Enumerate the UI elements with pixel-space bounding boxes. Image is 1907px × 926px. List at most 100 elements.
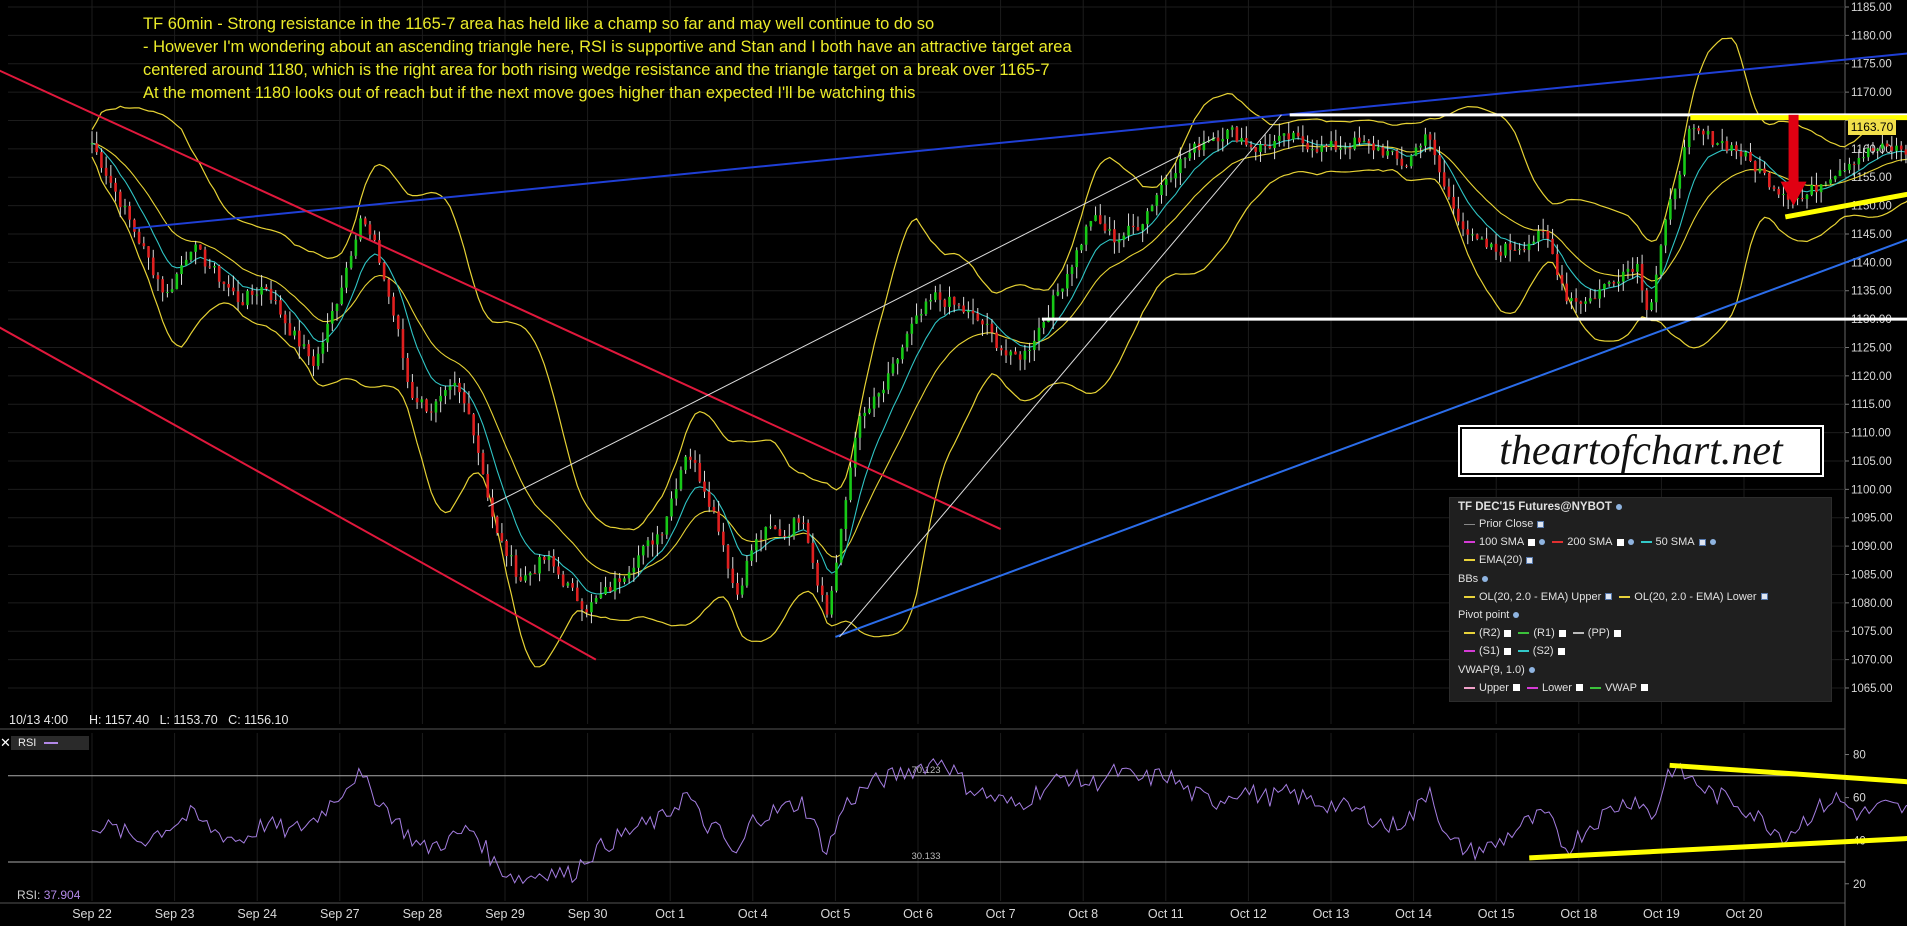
rsi-study-tag[interactable]: RSI — [11, 736, 89, 750]
vwap-checkbox[interactable] — [1640, 684, 1648, 692]
legend-label: OL(20, 2.0 - EMA) Lower — [1634, 590, 1757, 603]
candle-body — [472, 414, 475, 436]
candle-body — [1164, 179, 1168, 185]
candle-body — [1730, 145, 1733, 151]
price-tick-label: 1095.00 — [1851, 513, 1893, 525]
candle-body — [378, 240, 381, 263]
candle-body — [1532, 241, 1536, 244]
vwap-lower-checkbox[interactable] — [1575, 684, 1583, 692]
candle-body — [232, 287, 235, 292]
settings-icon[interactable] — [1482, 575, 1489, 582]
price-tick-label: 1075.00 — [1851, 626, 1893, 638]
settings-icon[interactable] — [1627, 539, 1634, 546]
settings-icon[interactable] — [1528, 666, 1535, 673]
candle-body — [571, 583, 574, 588]
candle-body — [1080, 244, 1083, 251]
candle-body — [1070, 267, 1074, 274]
prior-close-checkbox[interactable] — [1537, 520, 1545, 528]
settings-icon[interactable] — [1539, 539, 1546, 546]
wedge-support-line — [835, 238, 1907, 638]
settings-icon[interactable] — [1709, 539, 1716, 546]
r1-checkbox[interactable] — [1558, 629, 1566, 637]
close-pane-icon[interactable]: ✕ — [0, 735, 11, 750]
candle-body — [1202, 141, 1206, 151]
candle-body — [444, 390, 447, 396]
candle-body — [302, 344, 306, 347]
candle-body — [481, 452, 485, 475]
candle-body — [934, 292, 937, 300]
candle-body — [1735, 145, 1738, 152]
price-tick-label: 1120.00 — [1851, 371, 1892, 383]
settings-icon[interactable] — [1513, 612, 1520, 619]
down-arrow-head — [1780, 181, 1807, 206]
legend-label: OL(20, 2.0 - EMA) Upper — [1479, 590, 1602, 603]
bb-upper-checkbox[interactable] — [1605, 593, 1613, 601]
swatch-icon — [1572, 632, 1584, 635]
candle-body — [458, 382, 461, 393]
legend-title: TF DEC'15 Futures@NYBOT — [1450, 498, 1831, 515]
candle-body — [1442, 172, 1446, 187]
ohlc-time: 10/13 4:00 — [9, 713, 69, 727]
candle-body — [651, 540, 654, 545]
candle-body — [1103, 223, 1107, 231]
price-tick-label: 1115.00 — [1851, 399, 1891, 411]
candle-body — [929, 299, 932, 302]
candle-body — [1230, 127, 1234, 130]
candle-body — [1768, 172, 1771, 188]
swatch-icon — [1464, 686, 1475, 689]
candle-body — [1499, 251, 1503, 256]
candle-body — [1546, 230, 1550, 239]
pp-checkbox[interactable] — [1613, 629, 1621, 637]
candle-body — [552, 556, 556, 567]
rsi-tick-label: 80 — [1853, 750, 1866, 762]
ema20-checkbox[interactable] — [1526, 556, 1534, 564]
candle-body — [613, 578, 617, 592]
candle-body — [1372, 143, 1375, 151]
candle-body — [514, 555, 518, 577]
candle-body — [142, 243, 146, 247]
bb-lower-checkbox[interactable] — [1760, 593, 1768, 601]
legend-item-bb-upper: OL(20, 2.0 - EMA) Upper — [1464, 590, 1613, 603]
candle-body — [1631, 268, 1634, 272]
candle-body — [1669, 199, 1672, 220]
s2-checkbox[interactable] — [1557, 647, 1565, 655]
candle-body — [1150, 205, 1154, 212]
candle-body — [1037, 327, 1041, 341]
candle-body — [368, 224, 372, 235]
candle-body — [1320, 145, 1324, 152]
sma100-checkbox[interactable] — [1528, 538, 1536, 546]
candle-body — [95, 143, 99, 153]
candle-body — [660, 534, 664, 536]
legend-label: (S2) — [1532, 645, 1554, 658]
candle-body — [1810, 184, 1814, 195]
candle-body — [707, 491, 711, 507]
candle-body — [1358, 137, 1361, 143]
candle-body — [203, 249, 207, 267]
sma200-checkbox[interactable] — [1616, 538, 1624, 546]
settings-icon[interactable] — [1615, 504, 1622, 510]
ohlc-readout: 10/13 4:00 H: 1157.40 L: 1153.70 C: 1156… — [9, 713, 288, 727]
candle-body — [1131, 225, 1135, 228]
candle-body — [279, 300, 282, 315]
vwap-upper-checkbox[interactable] — [1512, 684, 1520, 692]
candle-body — [349, 255, 353, 268]
r2-checkbox[interactable] — [1504, 629, 1512, 637]
candle-body — [1414, 147, 1418, 156]
candle-body — [637, 555, 640, 568]
candle-body — [1075, 250, 1079, 268]
candle-body — [1395, 150, 1399, 159]
candle-body — [726, 545, 730, 569]
candle-body — [1296, 132, 1300, 137]
candle-body — [957, 304, 961, 306]
falling-channel-upper-line — [0, 69, 1002, 530]
legend-item-vwap: VWAP — [1589, 682, 1648, 694]
candle-body — [1687, 128, 1691, 148]
s1-checkbox[interactable] — [1503, 647, 1511, 655]
candle-body — [250, 290, 254, 295]
falling-channel-lower-line — [0, 326, 597, 661]
sma50-checkbox[interactable] — [1698, 538, 1706, 546]
candle-body — [1381, 147, 1385, 156]
candle-body — [1329, 141, 1333, 148]
candle-body — [1065, 273, 1069, 289]
candle-body — [1249, 144, 1253, 148]
